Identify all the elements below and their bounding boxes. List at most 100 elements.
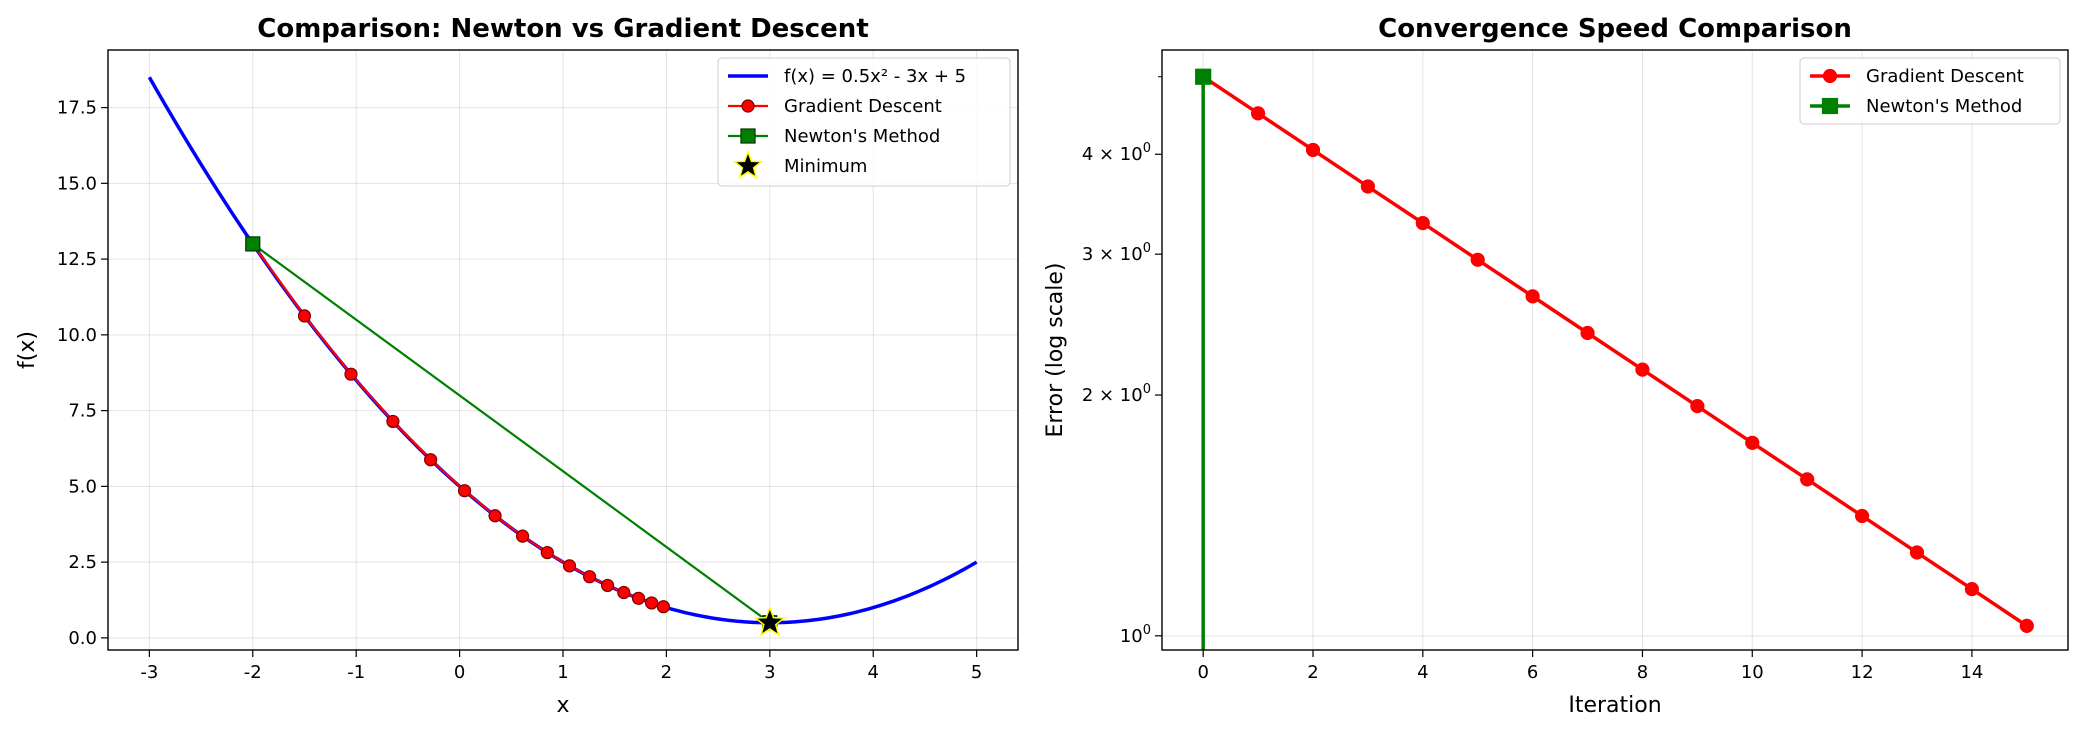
gradient-descent-point (1964, 581, 1980, 597)
legend-label: Gradient Descent (784, 96, 942, 117)
legend-box (717, 57, 1011, 187)
legend-entry: Gradient Descent (1810, 66, 2024, 87)
gradient-descent-point (297, 309, 312, 323)
x-tick-label: 8 (1637, 662, 1648, 683)
gradient-descent-point (386, 414, 400, 429)
x-tick-label: 4 (868, 662, 879, 683)
legend: f(x) = 0.5x² - 3x + 5 Gradient Descent New… (717, 57, 1011, 187)
x-axis-label: x (556, 693, 569, 718)
gradient-descent-point (562, 559, 577, 573)
grid (108, 50, 1018, 650)
legend-label: Newton's Method (1866, 96, 2022, 117)
gradient-descent-point (656, 600, 671, 614)
x-tick-label: -1 (347, 662, 365, 683)
y-axis-ticks: 0.0 2.5 5.0 7.5 10.0 12.5 15.0 17.5 (57, 98, 108, 649)
legend-marker (740, 128, 756, 144)
y-tick-label: 5.0 (68, 476, 97, 497)
gradient-descent-point (1635, 362, 1650, 377)
gradient-descent-point (2019, 618, 2034, 633)
gradient-descent-point (515, 529, 530, 543)
gradient-descent-point (540, 545, 554, 560)
chart-title: Convergence Speed Comparison (1378, 14, 1852, 44)
y-axis-ticks: 100 2 × 100 3 × 100 4 × 100 (1082, 76, 1162, 647)
x-tick-label: 10 (1741, 662, 1764, 683)
gradient-descent-point (344, 367, 358, 381)
gradient-descent-point (600, 578, 615, 593)
x-tick-label: 2 (661, 662, 672, 683)
x-tick-label: -2 (244, 662, 262, 683)
gradient-descent-point (1360, 179, 1376, 194)
legend-label: f(x) = 0.5x² - 3x + 5 (784, 66, 966, 87)
gradient-descent-point (1909, 545, 1925, 560)
gradient-descent-line (1202, 75, 2028, 628)
y-tick-label: 10.0 (57, 325, 97, 346)
newton-point (1195, 68, 1212, 85)
legend-entry: f(x) = 0.5x² - 3x + 5 (728, 66, 966, 87)
newton-point (245, 236, 261, 252)
gradient-descent-point (1745, 435, 1760, 450)
y-tick-label: 15.0 (57, 173, 97, 194)
legend-entry: Newton's Method (728, 126, 940, 147)
gradient-descent-point (1580, 325, 1595, 341)
x-tick-label: 0 (454, 662, 465, 683)
chart-convergence-speed: Convergence Speed Comparison 0 2 4 6 8 10 12 14… (1043, 14, 2069, 718)
gradient-descent-point (1305, 142, 1321, 158)
plot-area (147, 76, 978, 637)
gradient-descent-point (488, 509, 502, 523)
gradient-descent-point (1854, 508, 1870, 524)
legend: Gradient Descent Newton's Method (1799, 57, 2061, 125)
x-tick-label: 1 (557, 662, 568, 683)
newton-line (252, 243, 771, 624)
y-axis-label: f(x) (15, 331, 40, 369)
chart-title: Comparison: Newton vs Gradient Descent (257, 14, 869, 44)
gradient-descent-point (1470, 252, 1485, 267)
gradient-descent-point (424, 453, 438, 467)
x-tick-label: 4 (1417, 662, 1428, 683)
legend-marker (732, 149, 764, 180)
minimum-marker (753, 605, 787, 637)
y-axis-label: Error (log scale) (1043, 262, 1068, 437)
legend-marker (1821, 97, 1839, 115)
chart-newton-vs-gd: Comparison: Newton vs Gradient Descent -… (15, 14, 1019, 718)
legend-entry: Minimum (732, 149, 867, 180)
legend-label: Gradient Descent (1866, 66, 2024, 87)
x-tick-label: 2 (1307, 662, 1318, 683)
x-axis-ticks: -3 -2 -1 0 1 2 3 4 5 (140, 650, 982, 683)
x-tick-label: 0 (1197, 662, 1208, 683)
axes-frame (1161, 49, 2069, 651)
y-tick-label: 3 × 100 (1082, 241, 1151, 265)
gradient-descent-point (582, 570, 597, 584)
legend-entry: Newton's Method (1810, 96, 2022, 117)
y-tick-label: 12.5 (57, 249, 97, 270)
gradient-descent-point (1800, 472, 1815, 487)
x-axis-ticks: 0 2 4 6 8 10 12 14 (1197, 650, 1983, 683)
x-tick-label: 3 (764, 662, 775, 683)
legend-label: Newton's Method (784, 126, 940, 147)
gradient-descent-point (1415, 215, 1430, 231)
gradient-descent-point (617, 585, 631, 600)
x-tick-label: 5 (971, 662, 982, 683)
gradient-descent-point (1250, 106, 1266, 121)
gradient-descent-point (645, 596, 659, 610)
y-tick-label: 2.5 (68, 552, 97, 573)
gradient-descent-point (1525, 289, 1540, 304)
y-tick-label: 0.0 (68, 628, 97, 649)
y-tick-label: 7.5 (68, 401, 97, 422)
y-tick-label: 4 × 100 (1082, 141, 1151, 165)
y-tick-label: 17.5 (57, 98, 97, 119)
legend-label: Minimum (784, 156, 867, 177)
legend-box (1799, 57, 2061, 125)
x-tick-label: 6 (1527, 662, 1538, 683)
y-tick-label: 100 (1120, 623, 1151, 647)
x-tick-label: -3 (140, 662, 158, 683)
plot-area (1195, 68, 2034, 650)
legend-marker (1822, 68, 1838, 84)
x-axis-label: Iteration (1568, 693, 1661, 718)
legend-marker (741, 99, 755, 113)
gradient-descent-line (251, 243, 664, 608)
gradient-descent-point (457, 484, 472, 498)
x-tick-label: 14 (1960, 662, 1983, 683)
y-tick-label: 2 × 100 (1082, 382, 1151, 406)
gradient-descent-point (631, 591, 646, 605)
